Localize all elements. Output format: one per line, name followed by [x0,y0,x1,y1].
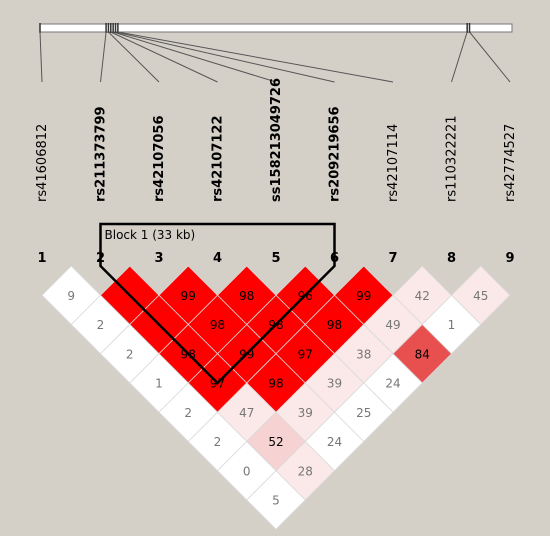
snp-index: 7 [388,251,397,266]
ld-value: 39 [327,377,342,391]
ld-cells: 9999896994245298989849129899973884197983… [41,265,511,530]
ld-value: 84 [415,347,430,361]
ld-cell [246,470,306,530]
ld-value: 42 [415,289,430,303]
ld-value: 39 [298,406,313,420]
haplotype-block: Block 1 (33 kb) [99,222,336,385]
ld-value: 9 [67,289,75,303]
snp-index: 1 [37,251,46,266]
snp-labels: rs41606812 rs211373799 rs42107056 rs4210712… [35,78,518,202]
snp-index: 9 [505,251,514,266]
ld-value: 1 [448,318,456,332]
snp-index: 4 [213,251,222,266]
ld-value: 28 [298,464,313,478]
ld-value: 2 [97,318,105,332]
ld-value: 5 [272,494,280,508]
snp-index: 3 [154,251,163,266]
physical-map [39,23,513,83]
ld-value: 98 [327,318,342,332]
ruler-connector [115,31,335,83]
ruler-connector [110,31,218,83]
snp-index: 8 [447,251,456,266]
ld-value: 98 [239,289,254,303]
snp-name: ss158213049726 [269,78,284,202]
snp-name: rs42107114 [386,124,401,202]
snp-name: rs211373799 [94,106,109,202]
ruler-connector [113,31,277,83]
snp-name: rs42107122 [211,115,226,202]
snp-index: 5 [271,251,280,266]
block-label: Block 1 (33 kb) [105,228,196,242]
ld-value: 45 [473,289,488,303]
ld-value: 1 [155,377,163,391]
ld-value: 38 [356,347,371,361]
ruler-connector [451,31,468,83]
ld-value: 2 [184,406,192,420]
snp-name: rs41606812 [35,124,50,202]
ld-value: 99 [181,289,196,303]
snp-name: rs42774527 [503,124,518,202]
ruler-connector [469,31,511,83]
ld-value: 2 [126,347,134,361]
ld-value: 0 [243,464,251,478]
ld-value: 97 [298,347,313,361]
ruler-connector [39,31,43,83]
ld-value: 98 [268,377,283,391]
block-divider [216,265,336,384]
ruler-connector [100,31,107,83]
snp-name: rs110322221 [445,115,460,202]
ld-value: 99 [356,289,371,303]
ld-value: 24 [385,377,400,391]
ld-value: 2 [214,435,222,449]
ld-value: 24 [327,435,342,449]
ld-value: 25 [356,406,371,420]
snp-name: rs42107056 [152,115,167,202]
ld-value: 47 [239,406,254,420]
ruler-connector [117,31,394,83]
ld-value: 98 [210,318,225,332]
ruler-connector [108,31,160,83]
ld-value: 49 [385,318,400,332]
ld-value: 52 [268,435,283,449]
snp-name: rs209219656 [328,106,343,202]
